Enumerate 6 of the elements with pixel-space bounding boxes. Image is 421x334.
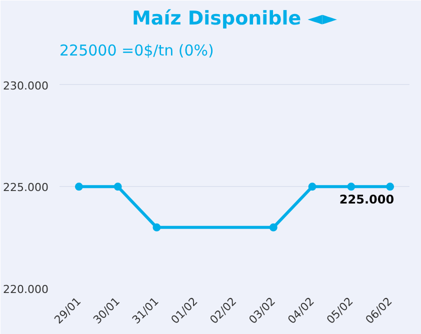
chart-title: Maíz Disponible ◄► xyxy=(132,8,338,30)
y-tick-label: 220.000 xyxy=(3,283,49,296)
data-label: 225.000 xyxy=(339,192,394,207)
chart-subtitle: 225000 =0$/tn (0%) xyxy=(60,42,214,60)
y-tick-label: 225.000 xyxy=(3,181,49,194)
y-tick-label: 230.000 xyxy=(3,79,49,92)
